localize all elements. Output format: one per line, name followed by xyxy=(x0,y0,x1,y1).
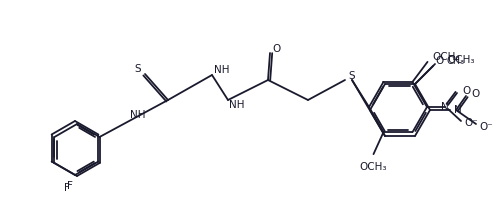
Text: OCH₃: OCH₃ xyxy=(360,162,387,172)
Text: OCH₃: OCH₃ xyxy=(447,55,474,65)
Text: NH: NH xyxy=(214,65,229,75)
Text: S: S xyxy=(348,71,355,81)
Text: O⁻: O⁻ xyxy=(479,122,493,132)
Text: O: O xyxy=(435,56,443,66)
Text: S: S xyxy=(135,64,141,74)
Text: F: F xyxy=(64,183,70,193)
Text: NH: NH xyxy=(130,110,146,120)
Text: F: F xyxy=(67,181,73,191)
Text: O⁻: O⁻ xyxy=(464,118,478,128)
Text: O: O xyxy=(462,86,470,96)
Text: N: N xyxy=(454,105,462,115)
Text: N: N xyxy=(441,102,449,112)
Text: O: O xyxy=(471,89,479,99)
Text: CH₃: CH₃ xyxy=(447,56,465,66)
Text: NH: NH xyxy=(229,100,244,110)
Text: OCH₃: OCH₃ xyxy=(433,52,460,62)
Text: O: O xyxy=(273,44,281,54)
